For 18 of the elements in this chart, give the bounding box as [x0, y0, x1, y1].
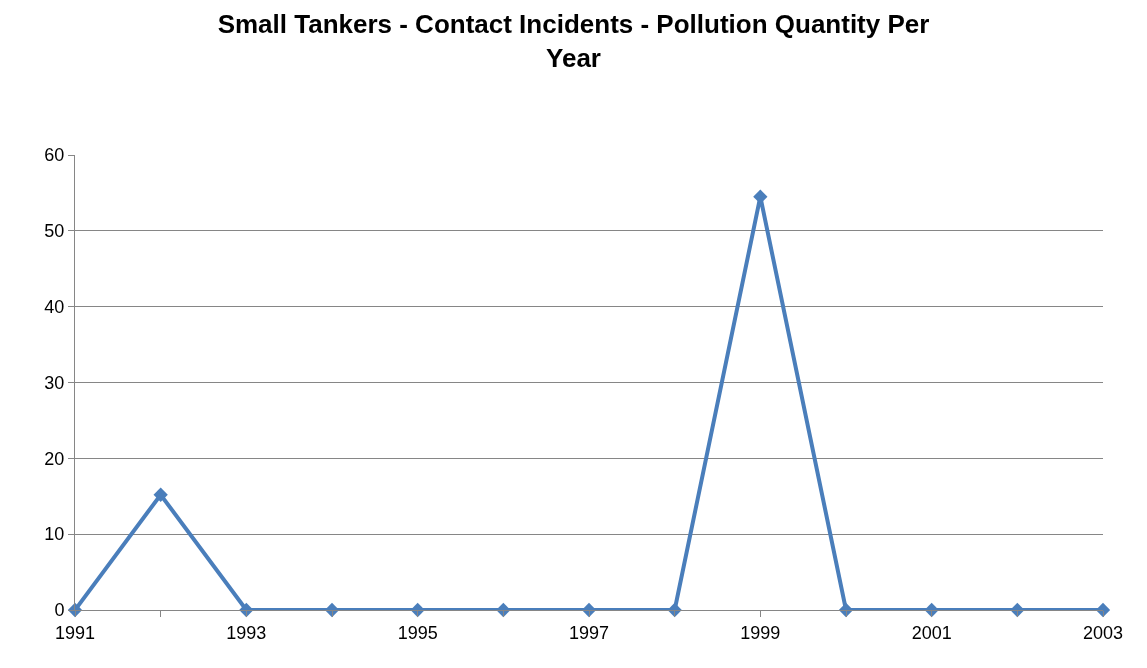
point	[753, 189, 768, 204]
y-tick-label: 30	[44, 372, 65, 393]
point	[1095, 602, 1111, 618]
x-tick-label: 1999	[740, 622, 781, 643]
point	[153, 487, 168, 502]
y-tick-label: 50	[44, 221, 65, 242]
x-tick-label: 1997	[568, 622, 610, 643]
x-tick-label: 1991	[54, 622, 96, 643]
y-tick-label: 0	[54, 600, 65, 621]
chart-title: Small Tankers - Contact Incidents - Pollution Quantity Per Year	[217, 9, 930, 74]
y-tick-label: 40	[44, 296, 65, 317]
x-tick-label: 1993	[226, 622, 267, 643]
y-tick-label: 10	[44, 524, 65, 545]
y-tick-label: 20	[44, 448, 65, 469]
x-tick-label: 2001	[911, 622, 952, 643]
y-tick-label: 60	[44, 145, 65, 166]
x-tick-label: 1995	[397, 622, 438, 643]
x-tick-label: 2003	[1082, 622, 1124, 643]
